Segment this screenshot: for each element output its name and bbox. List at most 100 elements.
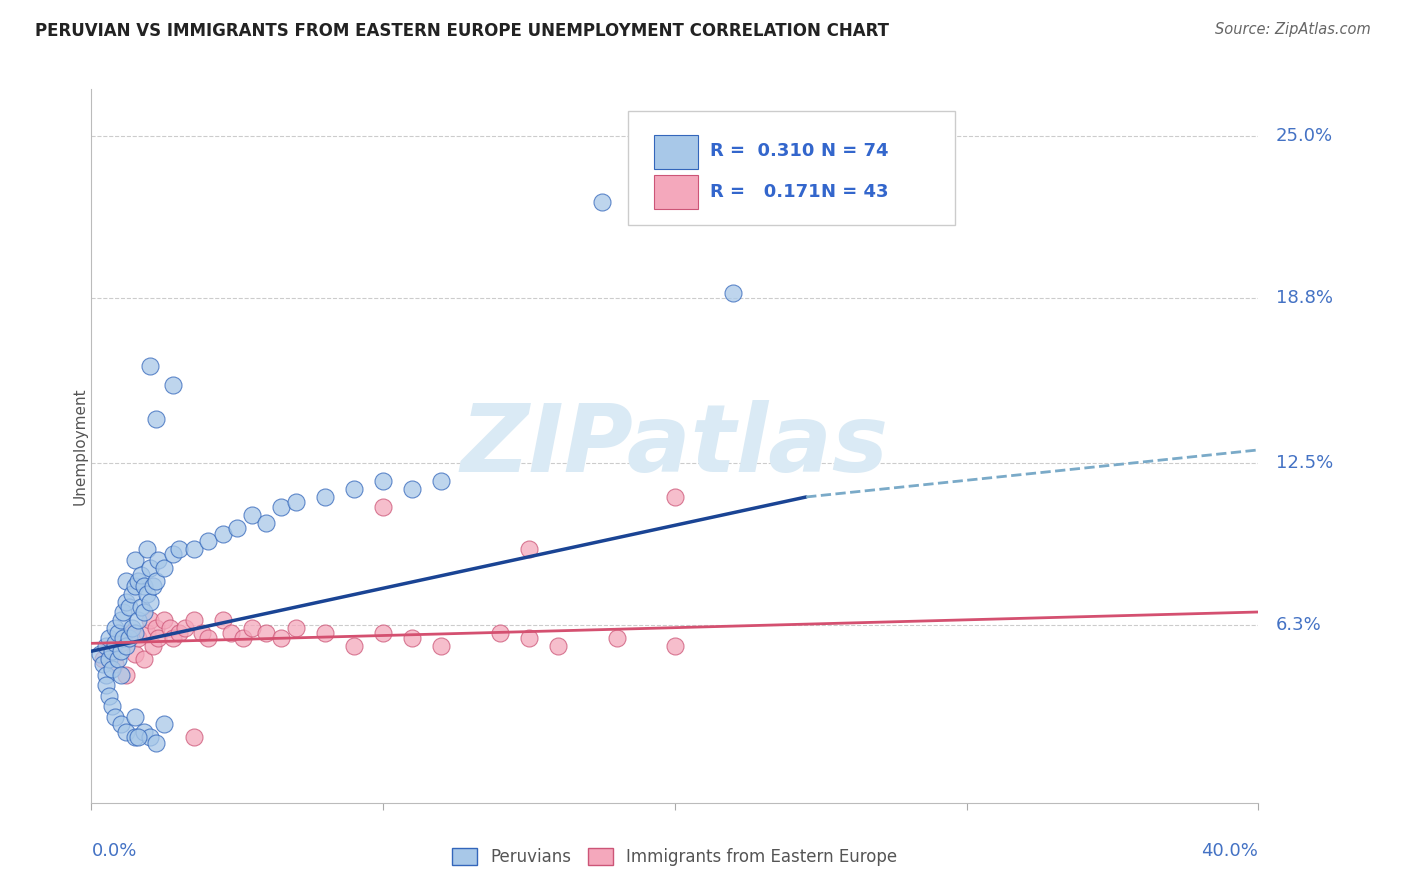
Point [132, 579, 155, 593]
FancyBboxPatch shape [654, 175, 699, 209]
Point [110, 717, 132, 731]
Point [153, 613, 176, 627]
Point [591, 194, 613, 209]
Text: 0.0%: 0.0% [91, 842, 136, 860]
Point [517, 542, 540, 557]
Point [94, 639, 117, 653]
Point [148, 552, 170, 566]
Text: N = 74: N = 74 [821, 142, 889, 160]
Point [723, 286, 745, 301]
Point [343, 639, 366, 653]
Point [240, 621, 263, 635]
Point [101, 663, 124, 677]
Point [97, 652, 120, 666]
Point [314, 490, 336, 504]
Point [135, 587, 157, 601]
Point [138, 594, 162, 608]
FancyBboxPatch shape [654, 135, 699, 169]
Point [104, 636, 127, 650]
Point [132, 605, 155, 619]
Text: PERUVIAN VS IMMIGRANTS FROM EASTERN EUROPE UNEMPLOYMENT CORRELATION CHART: PERUVIAN VS IMMIGRANTS FROM EASTERN EURO… [35, 22, 889, 40]
Point [112, 631, 135, 645]
Legend: Peruvians, Immigrants from Eastern Europe: Peruvians, Immigrants from Eastern Europ… [446, 841, 904, 873]
Point [118, 631, 141, 645]
Point [118, 599, 141, 614]
Point [197, 631, 219, 645]
Point [118, 626, 141, 640]
Point [162, 377, 184, 392]
Point [142, 639, 165, 653]
Point [226, 521, 249, 535]
Point [104, 621, 127, 635]
Text: N = 43: N = 43 [821, 183, 889, 201]
Point [183, 613, 205, 627]
Point [240, 508, 263, 523]
Point [135, 626, 157, 640]
Text: R =  0.310: R = 0.310 [710, 142, 814, 160]
Point [145, 736, 167, 750]
Point [91, 652, 114, 666]
Point [221, 626, 243, 640]
Point [124, 709, 146, 723]
Point [121, 587, 143, 601]
Point [127, 731, 149, 745]
Point [162, 548, 184, 562]
Text: ZIPatlas: ZIPatlas [461, 400, 889, 492]
Point [605, 631, 627, 645]
Point [183, 731, 205, 745]
Point [284, 495, 307, 509]
Point [191, 626, 214, 640]
Point [517, 631, 540, 645]
Text: 6.3%: 6.3% [1275, 616, 1322, 634]
Point [138, 613, 162, 627]
Point [115, 594, 138, 608]
Text: 12.5%: 12.5% [1275, 454, 1333, 472]
Text: R =   0.171: R = 0.171 [710, 183, 821, 201]
Point [115, 725, 138, 739]
Point [153, 717, 176, 731]
Point [401, 631, 423, 645]
Point [124, 552, 146, 566]
Point [127, 613, 149, 627]
Point [110, 636, 132, 650]
FancyBboxPatch shape [628, 111, 955, 225]
Point [138, 731, 162, 745]
Point [89, 647, 111, 661]
Point [138, 359, 162, 374]
Point [343, 482, 366, 496]
Point [371, 500, 394, 515]
Point [664, 639, 686, 653]
Point [132, 652, 155, 666]
Point [148, 631, 170, 645]
Text: 25.0%: 25.0% [1275, 128, 1333, 145]
Point [115, 639, 138, 653]
Point [159, 621, 181, 635]
Point [127, 574, 149, 588]
Point [173, 621, 195, 635]
Point [254, 626, 277, 640]
Point [110, 667, 132, 681]
Point [664, 490, 686, 504]
Point [270, 500, 292, 515]
Point [145, 574, 167, 588]
Point [489, 626, 512, 640]
Point [94, 678, 117, 692]
Point [401, 482, 423, 496]
Point [138, 560, 162, 574]
Point [129, 599, 152, 614]
Point [104, 709, 127, 723]
Point [197, 534, 219, 549]
Text: Source: ZipAtlas.com: Source: ZipAtlas.com [1215, 22, 1371, 37]
Point [183, 542, 205, 557]
Point [97, 631, 120, 645]
Point [124, 647, 146, 661]
Point [124, 579, 146, 593]
Point [91, 657, 114, 672]
Point [314, 626, 336, 640]
Point [121, 621, 143, 635]
Point [211, 613, 233, 627]
Point [167, 542, 190, 557]
Text: 18.8%: 18.8% [1275, 289, 1333, 308]
Point [112, 605, 135, 619]
Point [145, 411, 167, 425]
